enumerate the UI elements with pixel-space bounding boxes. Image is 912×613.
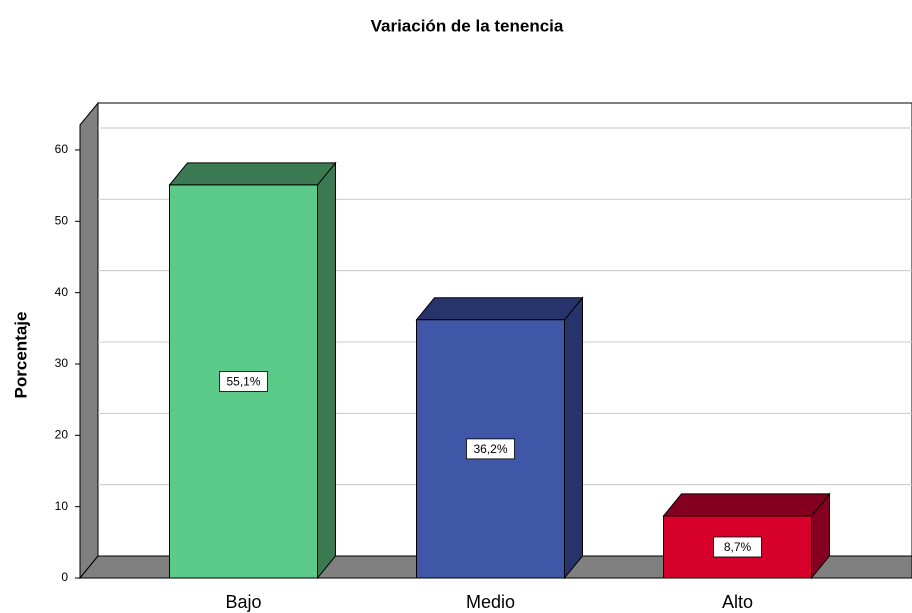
y-tick-label: 10 [55,499,69,513]
value-label-box [466,438,515,460]
bar-top [662,493,831,517]
x-tick-label: Medio [466,592,515,612]
value-label-box [219,371,268,392]
y-tick-label: 50 [55,213,69,227]
value-label: 55,1% [226,375,260,389]
left-wall [79,101,99,580]
value-label-box [713,536,762,558]
value-label: 36,2% [473,442,507,456]
bar-top [168,162,337,186]
chart-title: Variación de la tenencia [371,16,564,35]
y-tick-label: 40 [55,285,69,299]
bar-side [317,161,336,580]
y-tick-label: 30 [55,356,69,370]
x-tick-label: Bajo [225,592,261,612]
bar-top [415,297,584,321]
y-tick-label: 0 [61,570,68,584]
y-tick-label: 20 [55,427,69,441]
y-tick-label: 60 [55,142,69,156]
y-axis-label: Porcentaje [11,312,30,399]
x-tick-label: Alto [722,592,753,612]
value-label: 8,7% [724,540,752,554]
bar-side [564,296,583,580]
